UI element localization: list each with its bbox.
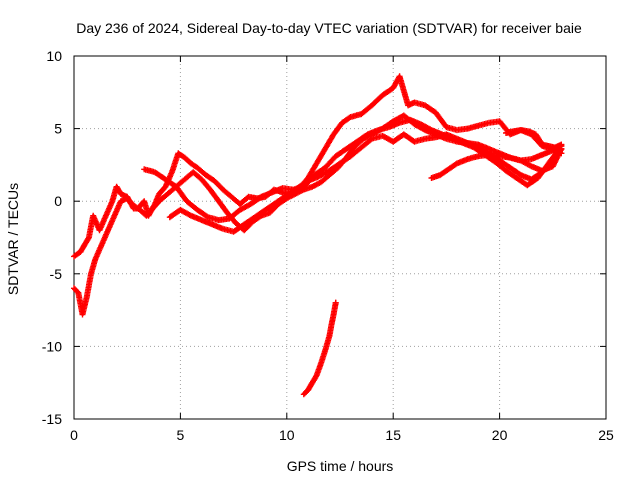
- y-tick-label: -5: [50, 266, 63, 282]
- x-tick-label: 20: [492, 427, 508, 443]
- y-axis-label: SDTVAR / TECUs: [5, 183, 21, 295]
- data-point: [346, 114, 353, 121]
- axis-ticks: 0 5 10 15 20 25 -15 -10 -5 0 5 10: [42, 48, 614, 443]
- series-track-b: [71, 112, 565, 318]
- y-tick-label: 5: [54, 121, 62, 137]
- x-axis-label: GPS time / hours: [287, 458, 394, 474]
- y-tick-label: -10: [42, 338, 62, 354]
- grid-lines: [74, 56, 606, 419]
- series-track-c: [141, 116, 563, 224]
- x-tick-label: 0: [70, 427, 78, 443]
- series-track-e: [428, 143, 565, 181]
- data-point: [203, 213, 210, 220]
- x-tick-label: 10: [279, 427, 295, 443]
- x-tick-label: 25: [598, 427, 614, 443]
- y-tick-label: 0: [54, 193, 62, 209]
- series-track-d: [166, 131, 565, 235]
- plot-frame: [73, 55, 607, 420]
- x-tick-label: 15: [385, 427, 401, 443]
- series-track-f: [503, 127, 565, 151]
- data-point: [332, 299, 339, 306]
- series-track-g: [300, 299, 339, 398]
- y-tick-label: 10: [46, 48, 62, 64]
- data-point: [558, 141, 565, 148]
- data-point: [85, 235, 92, 242]
- series-track-a: [71, 73, 565, 260]
- x-tick-label: 5: [177, 427, 185, 443]
- y-tick-label: -15: [42, 411, 62, 427]
- chart-title: Day 236 of 2024, Sidereal Day-to-day VTE…: [76, 20, 582, 36]
- data-marks: [71, 73, 565, 398]
